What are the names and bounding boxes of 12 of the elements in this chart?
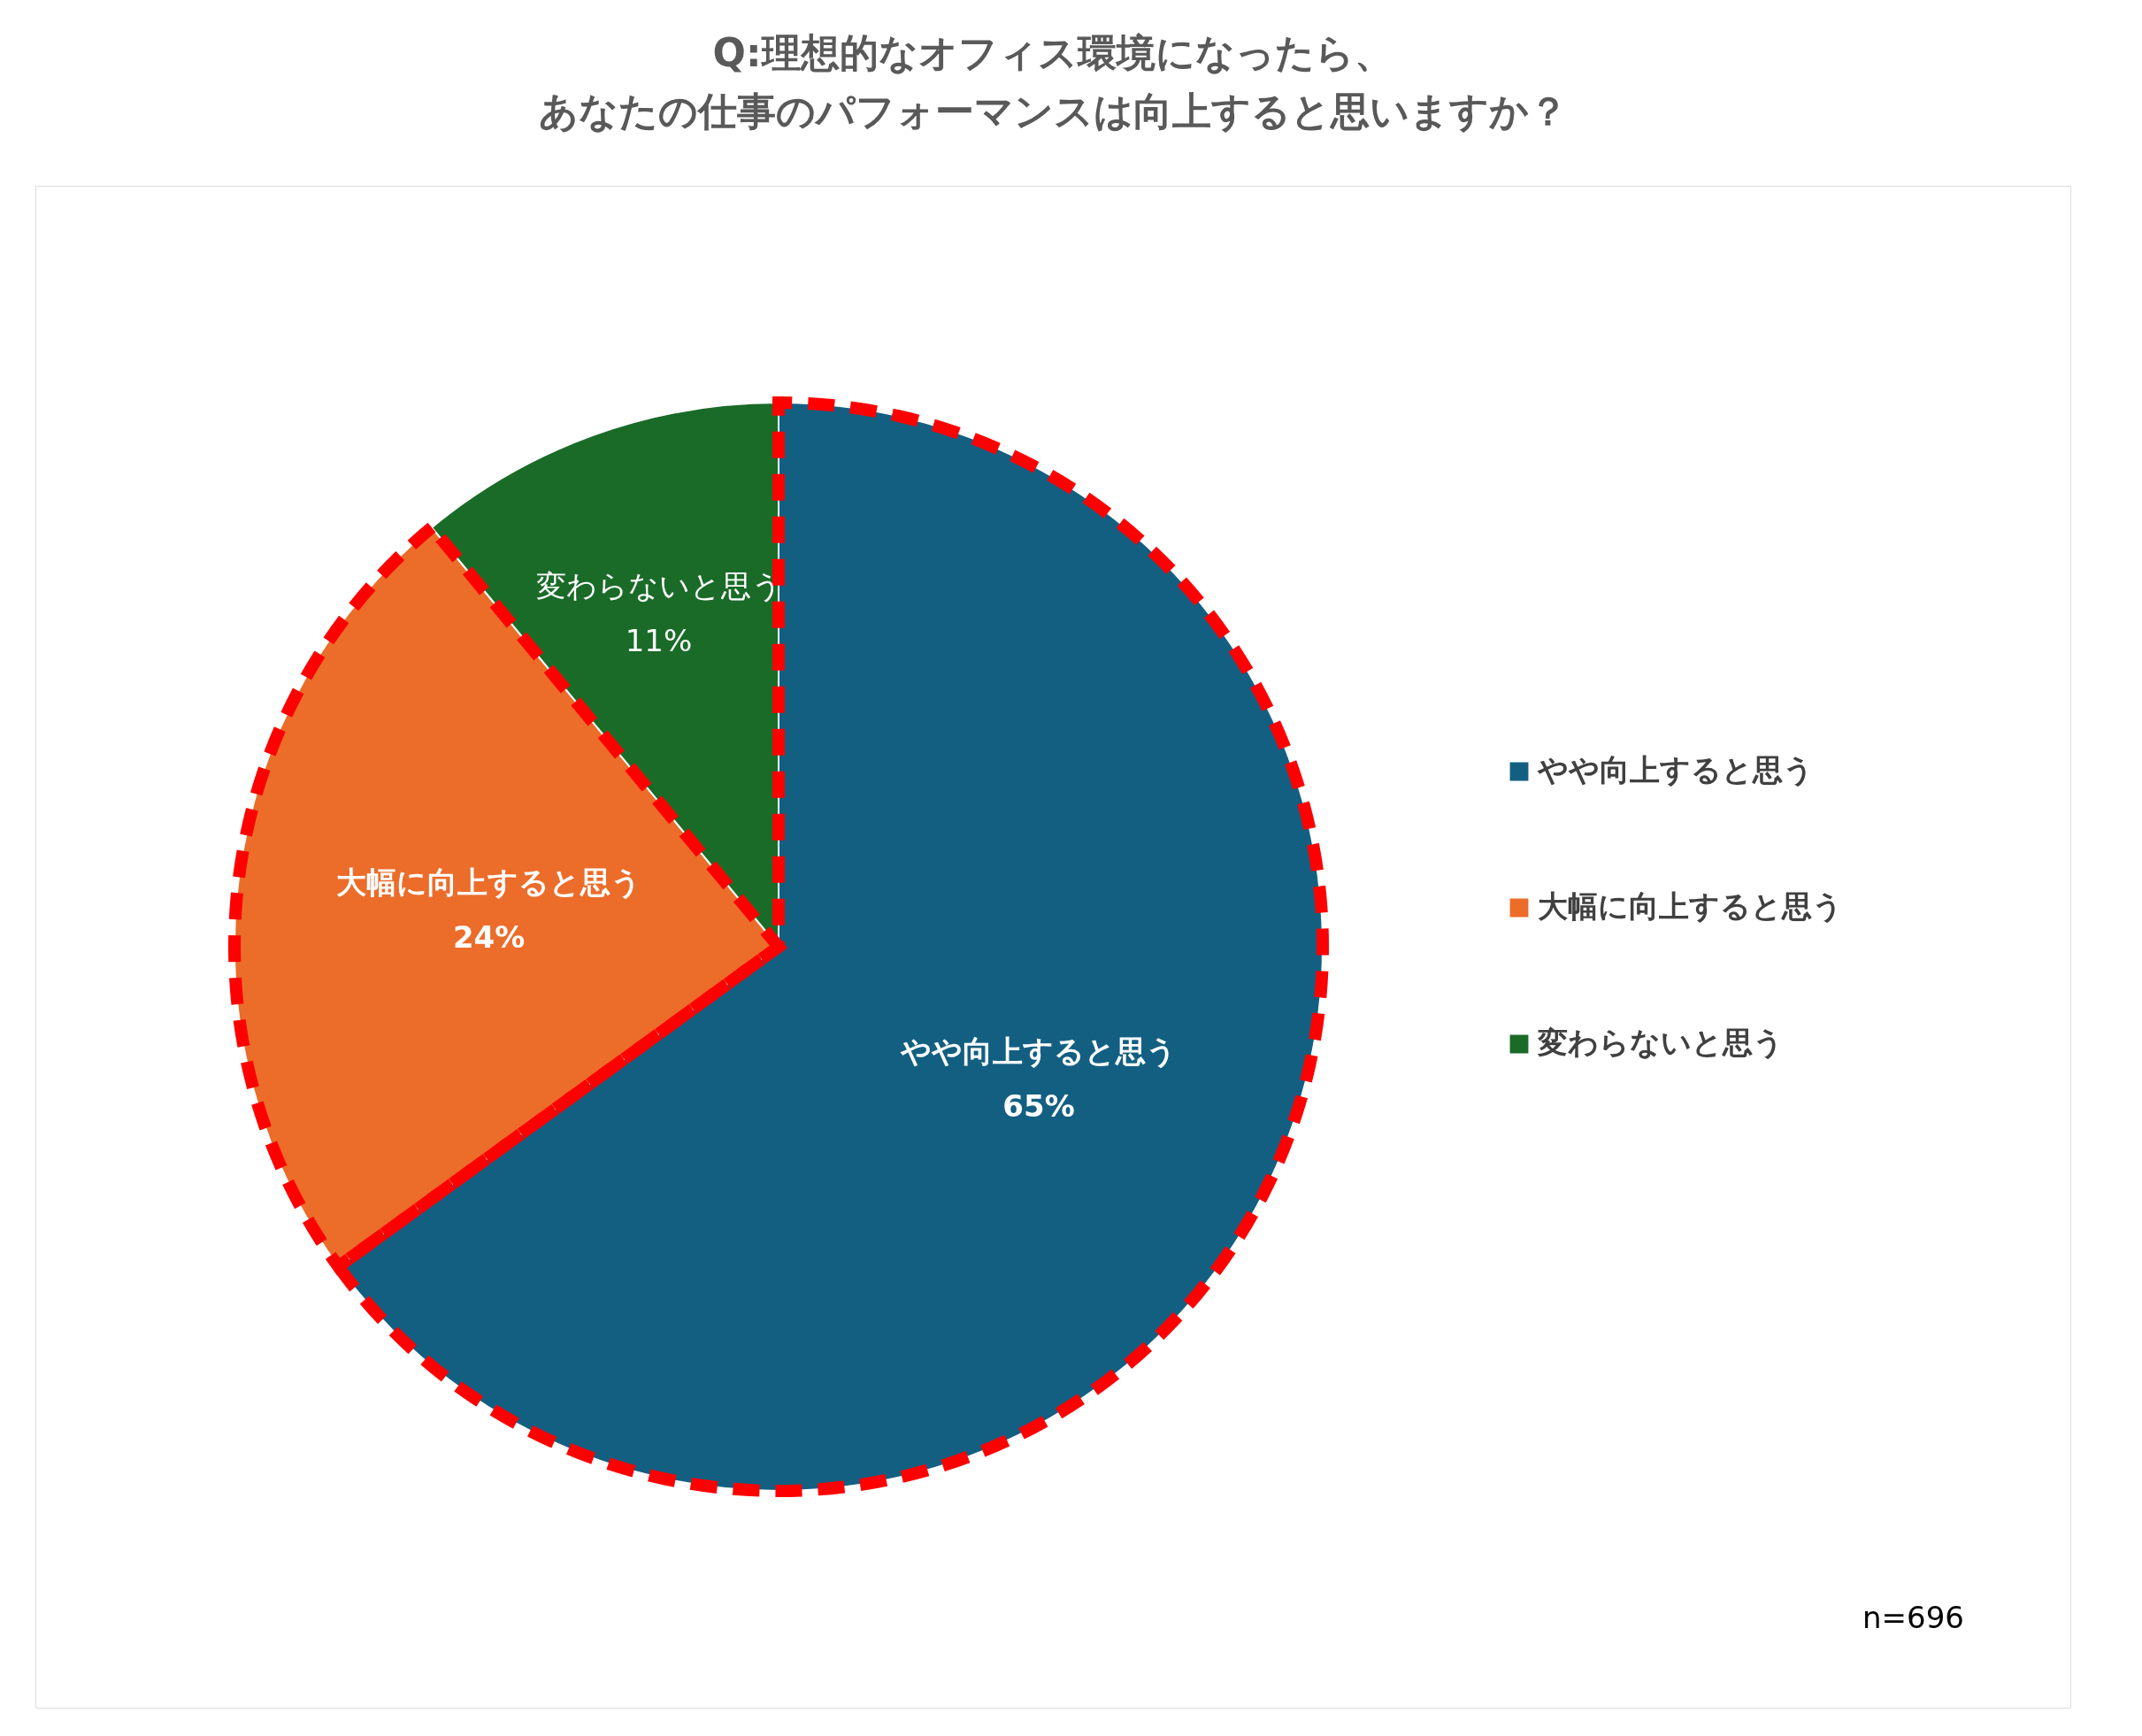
slice-label: 変わらないと思う: [535, 567, 782, 603]
slice-label: 大幅に向上すると思う: [336, 864, 642, 900]
chart-subtitle: あなたの仕事のパフォーマンスは向上すると思いますか？: [538, 88, 1568, 134]
text: n=696: [1862, 1600, 1964, 1635]
legend-label: 変わらないと思う: [1537, 1025, 1784, 1060]
legend-label: やや向上すると思う: [1537, 752, 1814, 787]
legend-label: 大幅に向上すると思う: [1538, 888, 1843, 924]
data-label: 11%: [625, 622, 693, 658]
slice-label: やや向上すると思う: [900, 1033, 1178, 1069]
chart-title: Q:理想的なオフィス環境になったら、: [712, 30, 1393, 75]
data-label: 24%: [452, 918, 526, 955]
data-label: 65%: [1002, 1087, 1075, 1124]
